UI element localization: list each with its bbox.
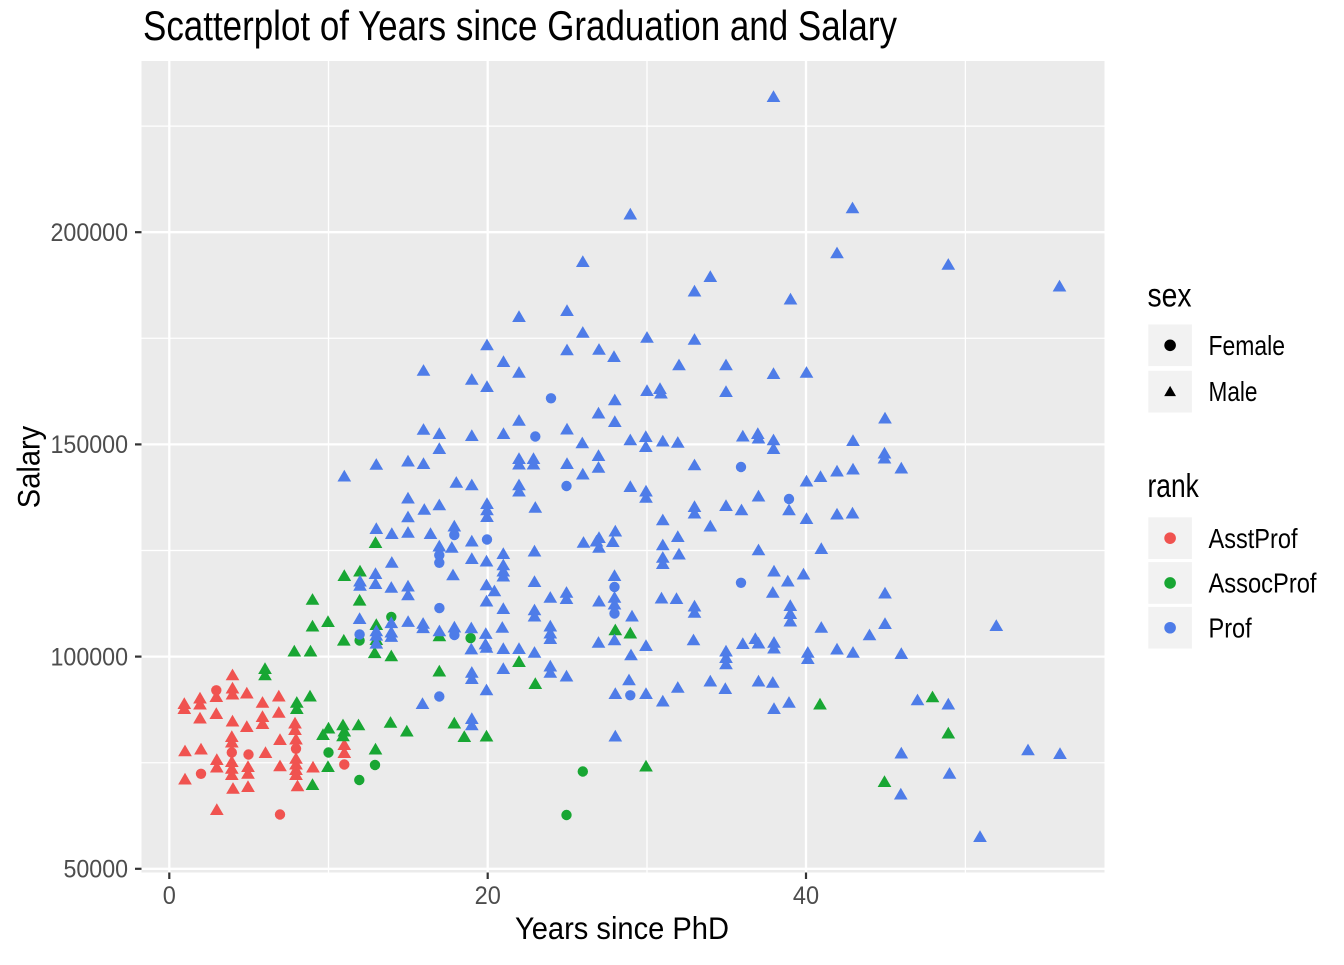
svg-text:AssocProf: AssocProf [1209,568,1317,599]
svg-text:AsstProf: AsstProf [1209,523,1298,554]
svg-text:50000: 50000 [64,856,129,884]
svg-text:Years since PhD: Years since PhD [515,910,729,946]
svg-text:Male: Male [1209,376,1258,407]
svg-text:200000: 200000 [51,219,129,247]
svg-text:Scatterplot of Years since Gra: Scatterplot of Years since Graduation an… [143,2,897,49]
svg-text:40: 40 [793,882,819,910]
svg-text:150000: 150000 [51,431,129,459]
svg-text:100000: 100000 [51,643,129,671]
svg-text:Female: Female [1209,330,1286,361]
svg-text:sex: sex [1148,276,1192,313]
svg-text:Salary: Salary [11,426,47,509]
svg-text:20: 20 [475,882,501,910]
svg-text:Prof: Prof [1209,612,1253,643]
svg-text:0: 0 [163,882,176,910]
svg-text:rank: rank [1148,467,1200,504]
